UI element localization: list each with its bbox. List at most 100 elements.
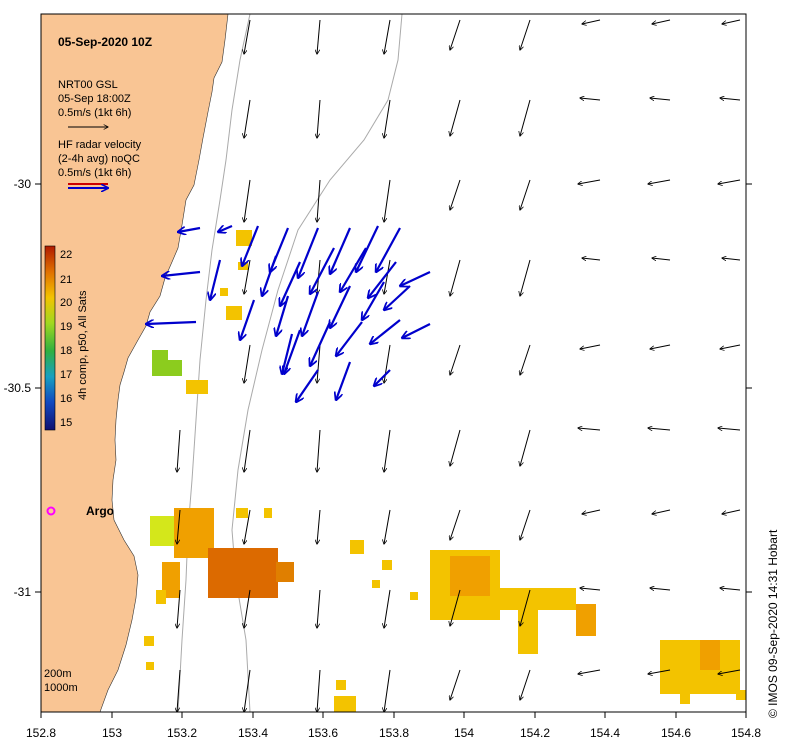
model-vector-arrow [450,509,461,540]
model-vector-arrow [317,19,321,54]
model-vector-arrow [582,258,601,260]
radar-legend-line2: (2-4h avg) noQC [58,153,140,165]
model-vector-arrow [384,429,391,472]
model-vector-arrow [384,259,391,294]
radar-vector-arrow [400,271,431,286]
model-vector-arrow [384,19,391,54]
colorbar-tick: 19 [60,321,72,333]
x-tick: 153.4 [238,726,268,740]
model-vector-arrow [722,509,741,514]
model-vector-arrow [520,19,531,50]
x-tick: 154.8 [731,726,761,740]
radar-vector-arrow [162,272,201,276]
model-legend-line3: 0.5m/s (1kt 6h) [58,107,131,119]
model-vector-arrow [520,344,531,375]
model-vector-arrow [244,509,251,544]
radar-vector-arrow [310,321,332,366]
model-vector-arrow [177,429,181,472]
model-vector-arrow [317,589,321,628]
model-vector-arrow [520,509,531,540]
radar-vector-arrow [356,225,379,272]
y-tick: -30.5 [4,381,32,395]
radar-vector-arrow [362,281,385,320]
model-vector-arrow [650,588,671,590]
radar-vector-arrow [280,261,302,306]
model-vector-arrow [648,669,671,674]
model-vector-arrow [520,429,531,466]
model-vector-arrow [244,99,251,138]
model-vector-arrow [450,344,461,375]
sst-pixels [144,230,746,712]
model-vector-arrow [384,99,391,138]
y-tick: -30 [14,177,32,191]
radar-vector-arrow [178,228,201,232]
x-tick: 153 [102,726,122,740]
radar-vector-arrow [262,255,278,296]
radar-vector-arrow [340,247,367,292]
model-vector-arrow [450,99,461,136]
radar-vector-arrow [384,285,411,310]
model-vector-arrow [580,344,601,349]
model-current-vectors [177,19,741,712]
x-tick: 154.4 [590,726,620,740]
model-vector-arrow [177,669,181,712]
depth-legend-1000m: 1000m [44,682,78,694]
radar-vector-arrow [330,285,351,328]
radar-legend-line3: 0.5m/s (1kt 6h) [58,167,131,179]
colorbar-label: 4h comp, p50, All Sats [77,290,89,400]
depth-legend-200m: 200m [44,668,72,680]
model-vector-arrow [177,509,181,544]
model-vector-arrow [720,344,741,349]
model-vector-arrow [317,99,321,138]
model-legend: NRT00 GSL 05-Sep 18:00Z 0.5m/s (1kt 6h) [58,79,131,127]
radar-vector-arrow [298,227,320,278]
colorbar-tick: 16 [60,393,72,405]
y-axis-labels: -30 -30.5 -31 [4,177,32,599]
radar-legend-line1: HF radar velocity [58,139,142,151]
radar-vector-arrow [242,225,260,266]
model-vector-arrow [650,98,671,100]
model-vector-arrow [520,669,531,700]
radar-vector-arrow [402,323,431,338]
model-vector-arrow [384,179,391,222]
model-vector-arrow [317,509,321,544]
model-vector-arrow [450,429,461,466]
radar-vector-arrow [240,299,256,340]
model-vector-arrow [244,589,251,628]
sst-colorbar: 22 21 20 19 18 17 16 15 4h comp, p50, Al… [44,245,89,431]
radar-current-vectors [146,225,431,402]
model-vector-arrow [317,344,321,383]
model-vector-arrow [177,589,181,628]
model-vector-arrow [520,179,531,210]
radar-vector-arrow [276,295,290,336]
radar-vector-arrow [296,369,319,402]
model-legend-line2: 05-Sep 18:00Z [58,93,131,105]
colorbar-tick: 18 [60,345,72,357]
argo-label: Argo [86,504,114,518]
x-tick: 153.8 [379,726,409,740]
contour-200m [177,13,251,713]
model-vector-arrow [244,344,251,383]
radar-vector-arrow [218,226,233,232]
radar-vector-arrow [146,322,197,324]
model-vector-arrow [718,428,741,430]
radar-vector-arrow [310,247,335,294]
model-vector-arrow [450,259,461,296]
model-vector-arrow [244,19,251,54]
argo-float: Argo [46,504,114,518]
radar-vector-arrow [336,321,363,356]
model-vector-arrow [578,179,601,184]
model-vector-arrow [384,344,391,383]
model-vector-arrow [520,259,531,296]
x-tick: 152.8 [26,726,56,740]
map-title: 05-Sep-2020 10Z [58,35,152,49]
x-tick: 153.2 [167,726,197,740]
x-tick: 154.6 [661,726,691,740]
model-vector-arrow [317,669,321,712]
model-vector-arrow [720,98,741,100]
model-vector-arrow [720,588,741,590]
model-vector-arrow [652,258,671,260]
radar-vector-arrow [370,319,401,344]
model-vector-arrow [317,179,321,222]
x-tick: 153.6 [308,726,338,740]
